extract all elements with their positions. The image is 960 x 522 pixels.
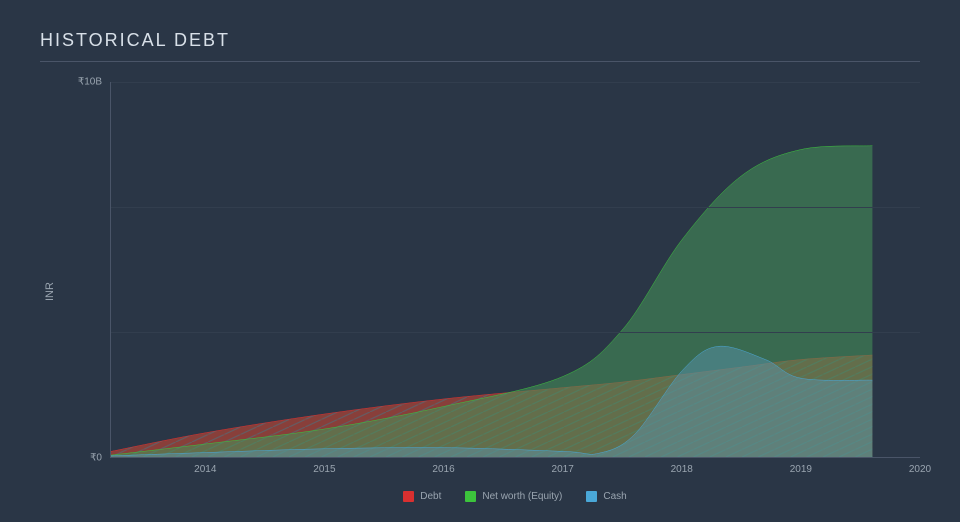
x-tick-label: 2018: [671, 464, 693, 475]
x-ticks: 2014201520162017201820192020: [110, 458, 920, 483]
legend-swatch: [403, 491, 414, 502]
chart-area: ₹0₹10B 2014201520162017201820192020 Debt…: [60, 82, 920, 502]
legend-label: Cash: [603, 491, 626, 502]
chart-title: HISTORICAL DEBT: [40, 30, 920, 62]
legend-item: Debt: [403, 491, 441, 502]
plot-row: ₹0₹10B: [60, 82, 920, 458]
legend-item: Cash: [586, 491, 626, 502]
legend-label: Net worth (Equity): [482, 491, 562, 502]
gridline: [111, 207, 920, 208]
plot-area: [110, 82, 920, 458]
legend-swatch: [465, 491, 476, 502]
x-tick-label: 2019: [790, 464, 812, 475]
legend: Debt Net worth (Equity) Cash: [110, 491, 920, 502]
x-tick-label: 2020: [909, 464, 931, 475]
x-tick-label: 2017: [552, 464, 574, 475]
gridline: [111, 332, 920, 333]
chart-svg: [111, 82, 920, 457]
y-tick-label: ₹10B: [78, 77, 102, 88]
legend-label: Debt: [420, 491, 441, 502]
legend-swatch: [586, 491, 597, 502]
chart-container: HISTORICAL DEBT INR ₹0₹10B 2014201520162…: [0, 0, 960, 522]
x-tick-label: 2016: [432, 464, 454, 475]
chart-wrapper: INR ₹0₹10B 2014201520162017201820192020 …: [40, 82, 920, 502]
legend-item: Net worth (Equity): [465, 491, 562, 502]
y-ticks: ₹0₹10B: [60, 82, 110, 458]
y-tick-label: ₹0: [90, 453, 102, 464]
x-tick-label: 2014: [194, 464, 216, 475]
x-tick-label: 2015: [313, 464, 335, 475]
y-axis-label: INR: [40, 82, 60, 502]
gridline: [111, 82, 920, 83]
